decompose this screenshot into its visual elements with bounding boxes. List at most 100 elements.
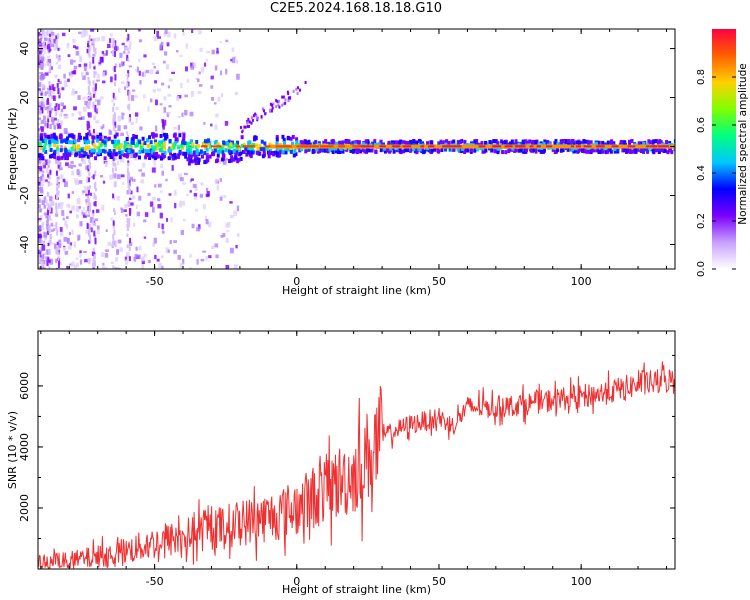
noise-speckle bbox=[38, 254, 41, 259]
noise-speckle bbox=[63, 236, 68, 242]
band-cell bbox=[362, 141, 366, 146]
noise-column-speckle bbox=[93, 47, 96, 52]
band-cell bbox=[604, 150, 608, 155]
band-cell bbox=[415, 147, 419, 152]
band-cell bbox=[68, 133, 72, 138]
band-cell bbox=[118, 155, 122, 160]
band-cell bbox=[496, 146, 500, 151]
noise-speckle bbox=[117, 125, 121, 132]
noise-speckle bbox=[163, 96, 167, 101]
noise-column-speckle bbox=[88, 102, 91, 109]
noise-speckle bbox=[42, 102, 46, 105]
noise-speckle bbox=[55, 258, 58, 264]
noise-speckle bbox=[40, 126, 45, 131]
branch-speckle bbox=[254, 112, 257, 116]
carrier-peak bbox=[536, 145, 541, 148]
noise-speckle bbox=[211, 49, 215, 55]
noise-speckle bbox=[196, 78, 200, 83]
band-cell bbox=[131, 140, 135, 145]
band-cell bbox=[228, 144, 232, 149]
noise-column-speckle bbox=[92, 93, 95, 98]
band-cell bbox=[409, 140, 413, 145]
band-cell bbox=[194, 161, 198, 166]
band-cell bbox=[160, 142, 164, 147]
band-cell bbox=[205, 139, 209, 144]
branch-speckle bbox=[281, 103, 284, 107]
noise-speckle bbox=[77, 111, 81, 114]
band-cell bbox=[171, 154, 175, 159]
noise-speckle bbox=[53, 45, 57, 51]
noise-column-speckle bbox=[93, 192, 96, 200]
band-cell bbox=[41, 139, 45, 144]
branch-speckle bbox=[272, 102, 275, 106]
noise-speckle bbox=[135, 117, 138, 124]
band-cell bbox=[80, 153, 84, 158]
branch-speckle bbox=[244, 125, 247, 129]
band-cell bbox=[559, 140, 563, 145]
band-cell bbox=[206, 158, 210, 163]
noise-speckle bbox=[50, 229, 54, 232]
y-tick-label: 4000 bbox=[18, 433, 31, 461]
carrier-peak bbox=[338, 145, 345, 148]
noise-speckle bbox=[58, 47, 61, 51]
band-cell bbox=[174, 139, 178, 144]
noise-speckle bbox=[39, 101, 44, 106]
band-cell bbox=[118, 150, 122, 155]
band-cell bbox=[98, 132, 102, 137]
noise-column-speckle bbox=[55, 103, 58, 107]
band-cell bbox=[245, 152, 249, 157]
noise-column-speckle bbox=[55, 122, 58, 127]
noise-speckle bbox=[85, 72, 89, 76]
noise-speckle bbox=[38, 90, 41, 94]
noise-speckle bbox=[51, 119, 55, 125]
noise-speckle bbox=[82, 106, 87, 112]
noise-column-speckle bbox=[57, 103, 60, 111]
band-cell bbox=[357, 141, 361, 146]
band-cell bbox=[47, 134, 51, 139]
noise-speckle bbox=[50, 35, 53, 39]
band-cell bbox=[44, 137, 48, 142]
noise-speckle bbox=[41, 244, 46, 251]
carrier-peak bbox=[627, 145, 636, 148]
noise-speckle bbox=[186, 193, 189, 197]
noise-column-speckle bbox=[55, 204, 58, 211]
noise-speckle bbox=[90, 29, 95, 32]
band-cell bbox=[613, 149, 617, 154]
colorbar-tick-label: 0.2 bbox=[696, 213, 707, 229]
noise-speckle bbox=[87, 112, 92, 118]
noise-speckle bbox=[85, 199, 89, 203]
band-cell bbox=[99, 137, 103, 142]
noise-column-speckle bbox=[114, 240, 117, 248]
noise-column-speckle bbox=[47, 159, 50, 166]
snr-line bbox=[38, 361, 675, 569]
noise-speckle bbox=[210, 123, 213, 127]
noise-column-speckle bbox=[93, 230, 96, 237]
noise-column-speckle bbox=[114, 163, 117, 167]
branch-speckle bbox=[269, 109, 272, 113]
carrier-peak bbox=[546, 145, 553, 148]
noise-speckle bbox=[97, 99, 101, 106]
band-cell bbox=[113, 146, 117, 151]
noise-speckle bbox=[159, 43, 163, 50]
band-cell bbox=[501, 140, 505, 145]
band-cell bbox=[589, 140, 593, 145]
carrier-peak bbox=[583, 145, 592, 148]
band-cell bbox=[387, 140, 391, 145]
band-cell bbox=[160, 140, 164, 145]
noise-column-speckle bbox=[46, 30, 49, 36]
noise-speckle bbox=[65, 216, 69, 220]
noise-column-speckle bbox=[88, 130, 91, 134]
noise-speckle bbox=[79, 250, 82, 254]
band-cell bbox=[114, 152, 118, 157]
noise-column-speckle bbox=[128, 256, 131, 262]
noise-speckle bbox=[42, 91, 46, 97]
noise-speckle bbox=[141, 260, 145, 265]
noise-speckle bbox=[49, 40, 52, 45]
band-cell bbox=[55, 140, 59, 145]
noise-column-speckle bbox=[92, 209, 95, 214]
band-cell bbox=[44, 134, 48, 139]
noise-speckle bbox=[179, 54, 183, 58]
branch-speckle bbox=[284, 98, 287, 102]
noise-column-speckle bbox=[89, 202, 92, 209]
band-cell bbox=[52, 132, 56, 137]
